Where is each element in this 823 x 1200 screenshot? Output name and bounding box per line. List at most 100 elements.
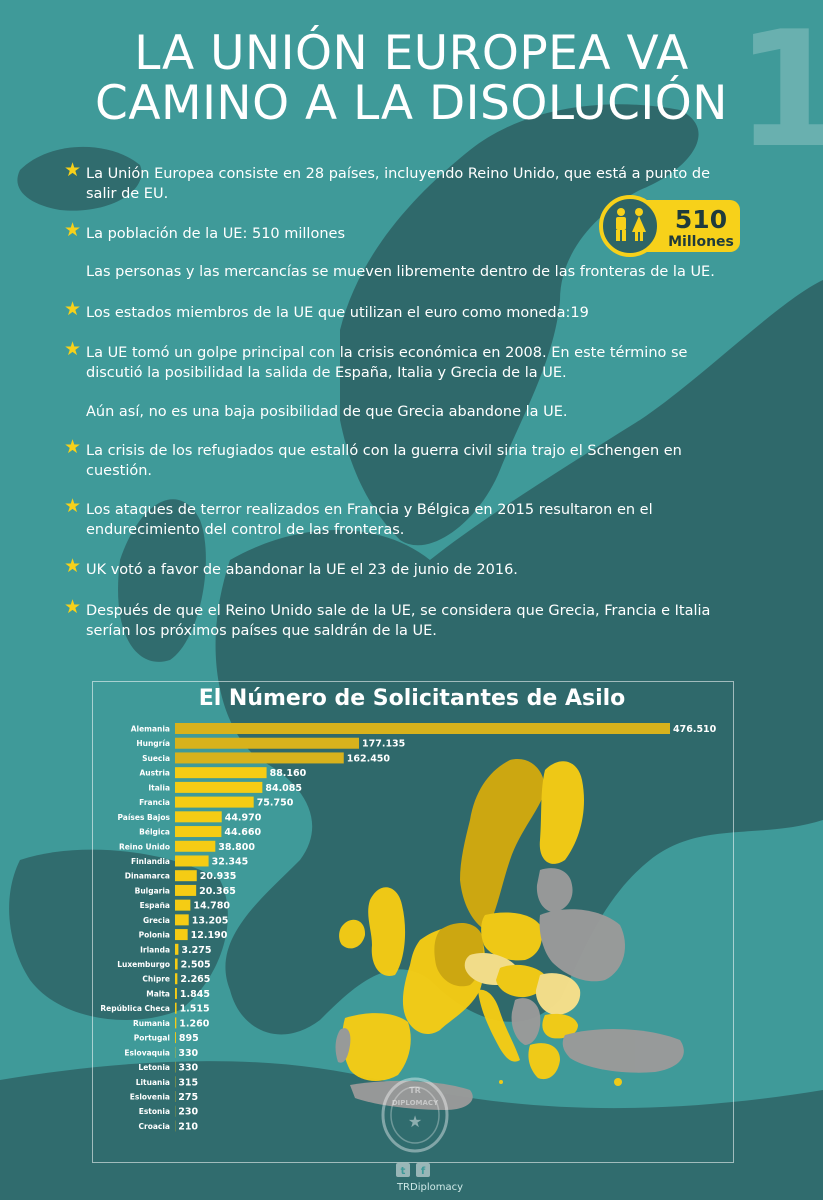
- category-label: Reino Unido: [119, 842, 170, 851]
- value-label: 3.275: [181, 945, 211, 956]
- fact-item: ★ La crisis de los refugiados que estall…: [64, 437, 744, 481]
- mainland-europe-landmass: [215, 280, 823, 1035]
- population-unit: Millones: [668, 234, 734, 250]
- value-label: 315: [178, 1077, 198, 1088]
- map-italy: [478, 989, 520, 1062]
- bar: [175, 781, 263, 793]
- category-label: Irlanda: [140, 945, 170, 954]
- bar: [175, 723, 670, 734]
- category-label: Finlandia: [131, 857, 170, 866]
- star-icon: ★: [64, 338, 82, 360]
- category-label: Grecia: [143, 916, 170, 925]
- star-icon: ★: [64, 495, 82, 517]
- chart-title: El Número de Solicitantes de Asilo: [198, 686, 626, 711]
- value-label: 210: [178, 1121, 198, 1132]
- fact-text: Las personas y las mercancías se mueven …: [86, 264, 715, 280]
- bar: [175, 914, 189, 926]
- star-icon: ★: [64, 219, 82, 241]
- twitter-glyph: t: [401, 1166, 406, 1177]
- fact-item: ★ La UE tomó un golpe principal con la c…: [64, 339, 744, 383]
- value-label: 1.845: [180, 989, 210, 1000]
- category-label: Alemania: [131, 725, 170, 734]
- fact-text: La Unión Europea consiste en 28 países, …: [86, 166, 710, 202]
- bar: [175, 1002, 177, 1014]
- category-label: Países Bajos: [117, 813, 170, 822]
- category-label: Hungría: [136, 739, 170, 748]
- value-label: 13.205: [192, 915, 229, 926]
- page-title-line-2: CAMINO A LA DISOLUCIÓN: [95, 76, 728, 131]
- value-label: 230: [178, 1107, 198, 1118]
- value-label: 32.345: [212, 856, 249, 867]
- star-icon: ★: [64, 555, 82, 577]
- value-label: 20.365: [199, 886, 236, 897]
- bar: [175, 870, 197, 882]
- bar: [175, 884, 197, 896]
- population-badge: 510 Millones: [599, 195, 740, 257]
- category-label: Suecia: [142, 754, 170, 763]
- map-finland: [539, 761, 585, 864]
- fact-item: ★ La Unión Europea consiste en 28 países…: [64, 160, 744, 204]
- value-label: 14.780: [193, 901, 230, 912]
- category-label: Francia: [139, 798, 170, 807]
- bar: [175, 767, 267, 779]
- fact-item: Aún así, no es una baja posibilidad de q…: [64, 402, 744, 422]
- facebook-icon: [416, 1163, 430, 1177]
- fact-item: ★ Los ataques de terror realizados en Fr…: [64, 496, 744, 540]
- category-label: Letonia: [138, 1063, 170, 1072]
- iberia-landmass: [9, 849, 228, 1020]
- star-icon: ★: [64, 596, 82, 618]
- category-label: Rumania: [133, 1019, 170, 1028]
- value-label: 75.750: [257, 798, 294, 809]
- fact-item: ★ UK votó a favor de abandonar la UE el …: [64, 556, 744, 580]
- fact-item: Las personas y las mercancías se mueven …: [64, 262, 744, 282]
- value-label: 44.970: [225, 812, 262, 823]
- fact-text: UK votó a favor de abandonar la UE el 23…: [86, 562, 518, 578]
- value-label: 895: [179, 1033, 199, 1044]
- category-label: Italia: [148, 783, 170, 792]
- value-label: 1.515: [180, 1004, 210, 1015]
- logo-initials: TR: [409, 1086, 421, 1095]
- value-label: 177.135: [362, 739, 405, 750]
- map-balkans: [511, 998, 541, 1045]
- map-greece: [528, 1043, 560, 1080]
- category-label: Eslovaquia: [124, 1048, 170, 1057]
- category-label: Luxemburgo: [117, 960, 170, 969]
- value-label: 20.935: [200, 871, 237, 882]
- star-icon: ★: [64, 436, 82, 458]
- map-scandinavia: [460, 759, 545, 930]
- fact-text: Aún así, no es una baja posibilidad de q…: [86, 404, 568, 420]
- bar: [175, 840, 216, 852]
- bar: [175, 855, 209, 867]
- category-label: Lituania: [136, 1078, 170, 1087]
- value-label: 1.260: [179, 1018, 209, 1029]
- map-malta: [499, 1080, 503, 1084]
- value-label: 476.510: [673, 724, 717, 735]
- category-label: Austria: [139, 769, 170, 778]
- category-label: Portugal: [134, 1034, 170, 1043]
- value-label: 84.085: [265, 783, 302, 794]
- chart-frame: [92, 681, 734, 1163]
- bar: [175, 973, 178, 985]
- map-iberia: [342, 1013, 411, 1082]
- fact-text: Los estados miembros de la UE que utiliz…: [86, 305, 589, 321]
- fact-item: ★ La población de la UE: 510 millones: [64, 220, 744, 244]
- iceland-landmass: [17, 146, 142, 211]
- bar: [175, 1017, 177, 1029]
- value-label: 44.660: [224, 827, 261, 838]
- bar: [175, 737, 360, 749]
- map-romania: [535, 973, 581, 1015]
- map-belarus-ukraine: [539, 909, 625, 982]
- fact-text: La población de la UE: 510 millones: [86, 226, 345, 242]
- value-label: 2.265: [180, 974, 210, 985]
- category-label: Estonia: [139, 1107, 170, 1116]
- north-africa-landmass: [0, 1061, 823, 1200]
- bar: [175, 796, 254, 808]
- bar: [175, 958, 178, 970]
- logo-ring-text: DIPLOMACY: [392, 1099, 439, 1107]
- fact-text: Los ataques de terror realizados en Fran…: [86, 502, 653, 538]
- population-value: 510: [675, 205, 727, 234]
- map-north-africa: [350, 1080, 473, 1110]
